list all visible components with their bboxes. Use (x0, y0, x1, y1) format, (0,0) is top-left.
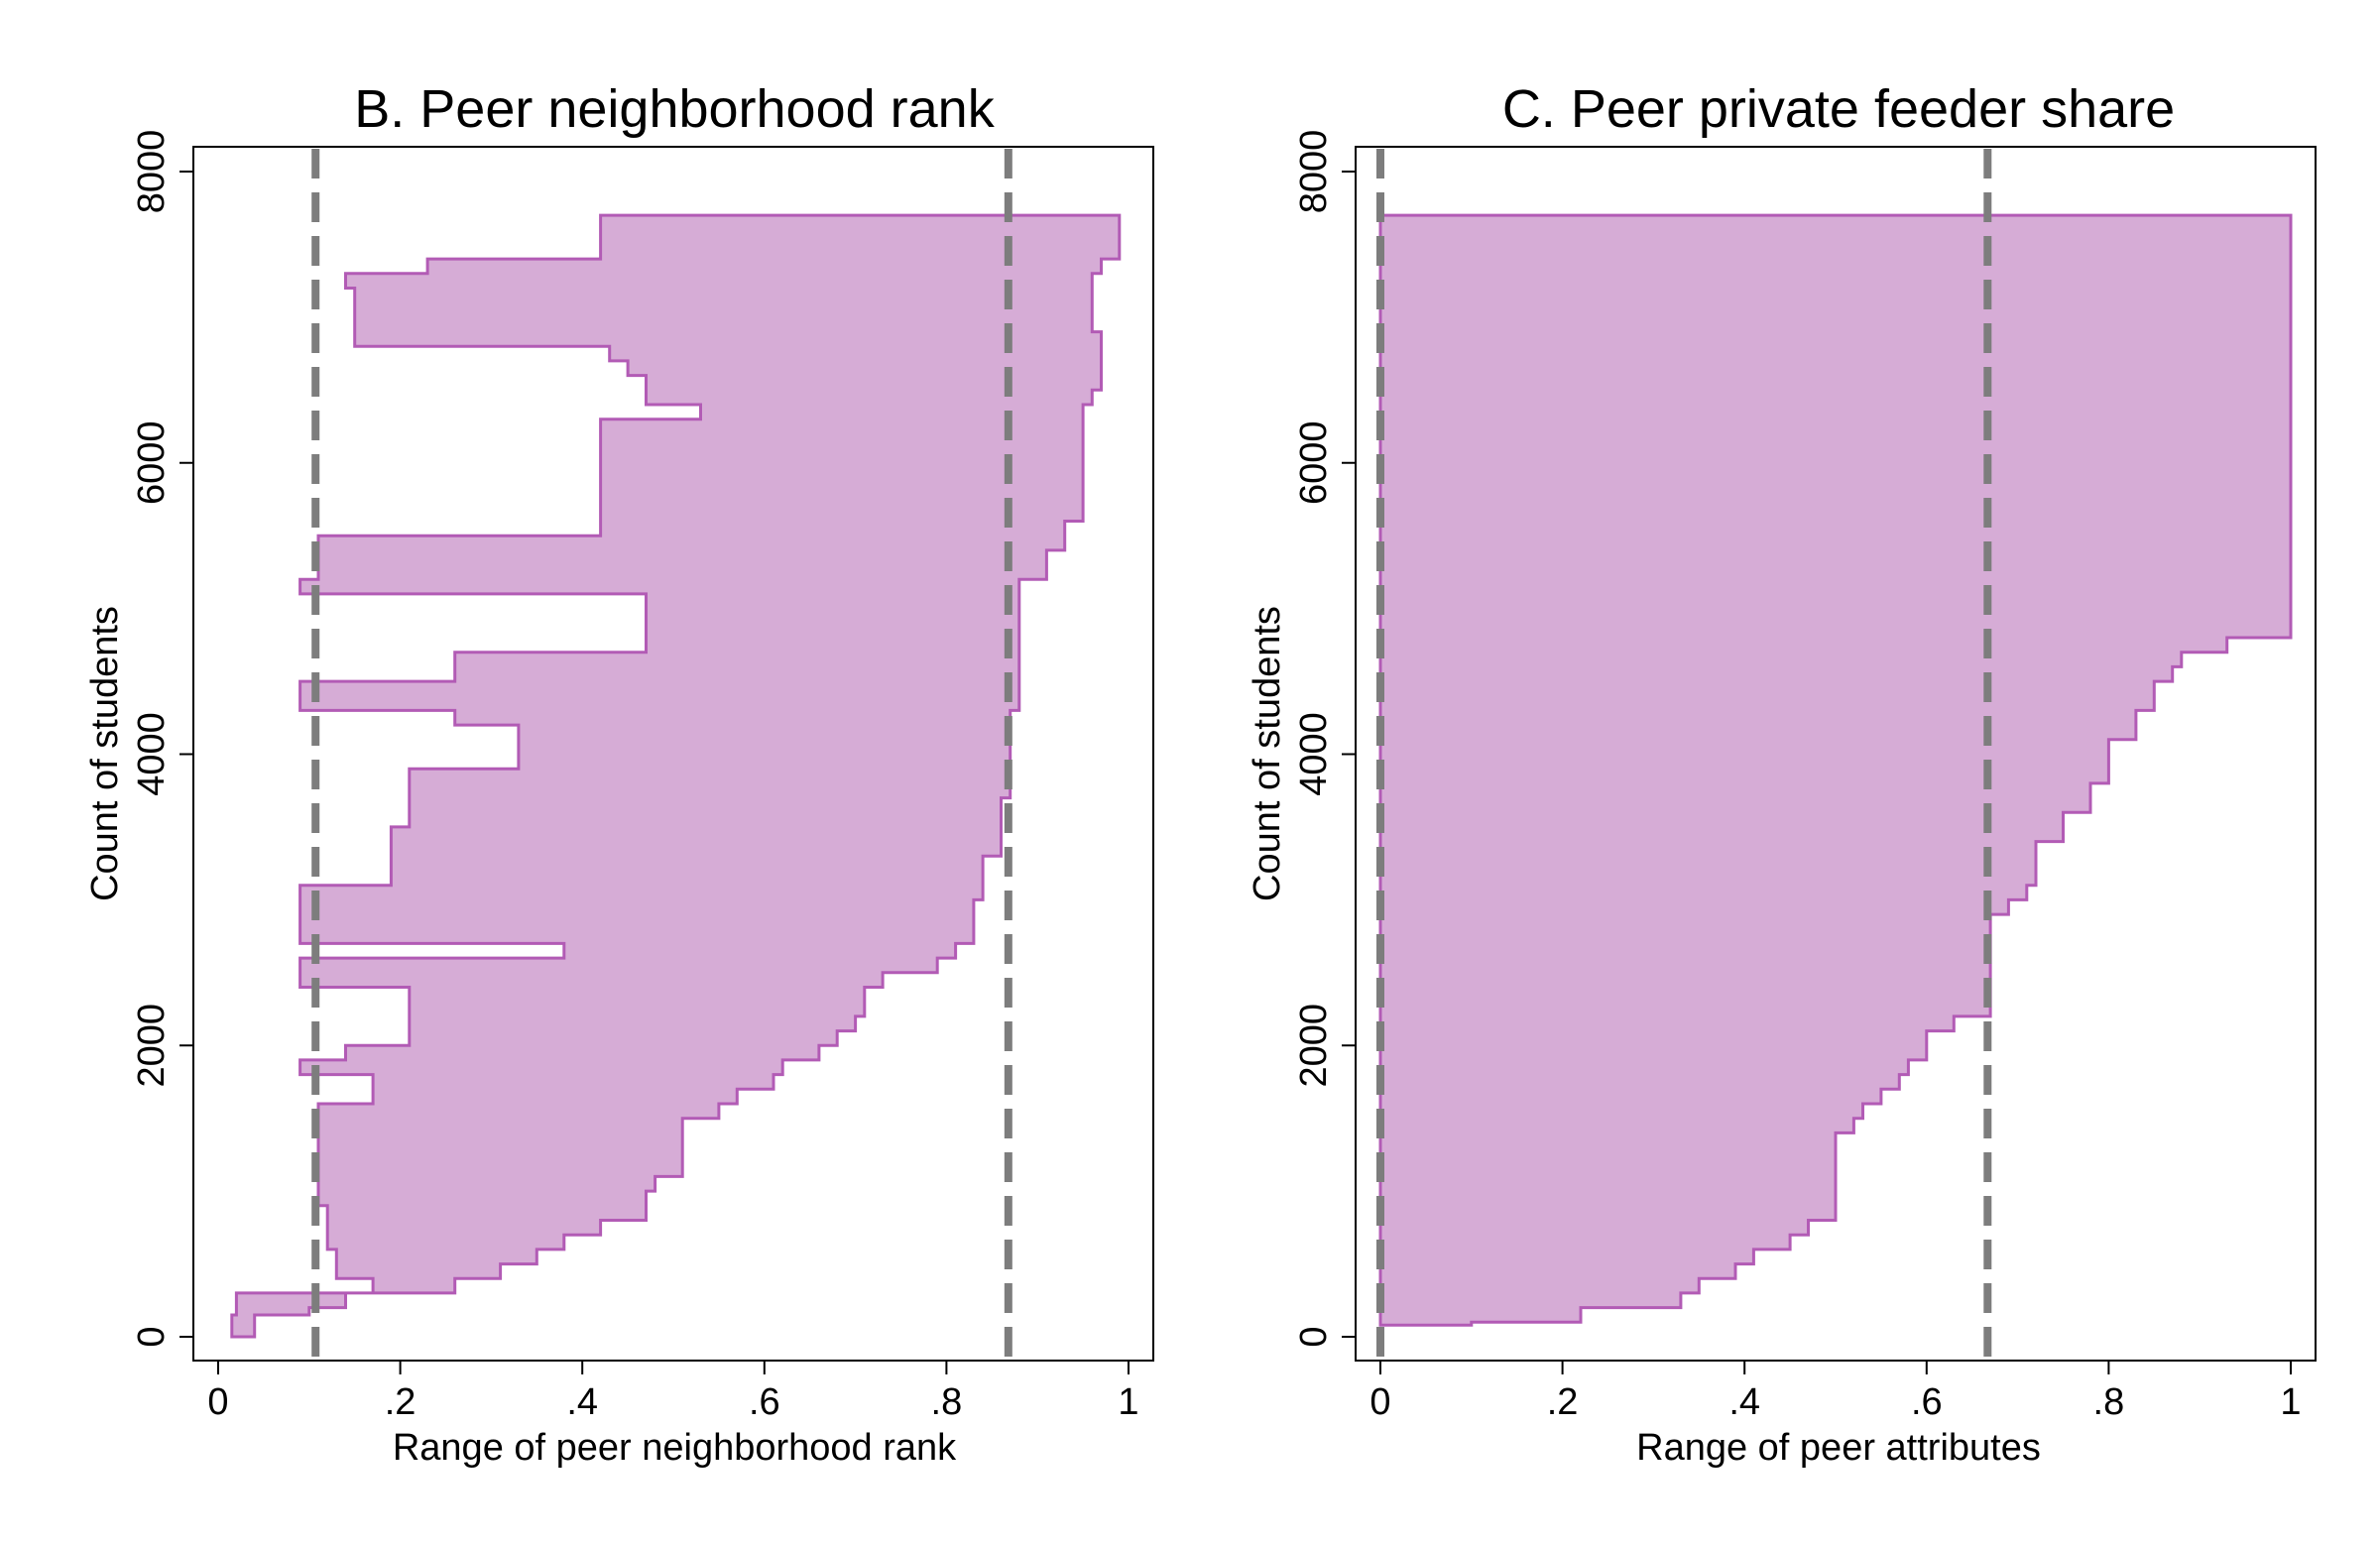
panel-peer-private-feeder-share: C. Peer private feeder share Range of pe… (1247, 79, 2317, 1469)
x-tick-label: .8 (931, 1381, 963, 1423)
panel-peer-neighborhood-rank: B. Peer neighborhood rank Range of peer … (84, 79, 1154, 1469)
y-tick-label: 6000 (131, 420, 173, 505)
y-tick-label: 2000 (1293, 1004, 1335, 1088)
x-tick-label: .4 (1728, 1381, 1760, 1423)
x-tick-label: .4 (566, 1381, 598, 1423)
x-tick-label: 0 (207, 1381, 228, 1423)
y-tick-label: 0 (131, 1326, 173, 1347)
y-tick-label: 8000 (131, 130, 173, 214)
y-axis-label: Count of students (1247, 606, 1288, 901)
x-axis-label: Range of peer neighborhood rank (393, 1427, 957, 1469)
y-tick-label: 2000 (131, 1004, 173, 1088)
panel-title: B. Peer neighborhood rank (354, 79, 995, 139)
y-tick-label: 8000 (1293, 130, 1335, 214)
y-tick-label: 6000 (1293, 420, 1335, 505)
peer-range-band (1378, 213, 2293, 1327)
x-tick-label: 1 (2280, 1381, 2301, 1423)
x-tick-label: .2 (1547, 1381, 1579, 1423)
x-tick-label: .6 (749, 1381, 780, 1423)
y-tick-label: 4000 (131, 712, 173, 796)
x-axis-label: Range of peer attributes (1636, 1427, 2041, 1469)
y-tick-label: 4000 (1293, 712, 1335, 796)
x-tick-label: .8 (2093, 1381, 2125, 1423)
y-tick-label: 0 (1293, 1326, 1335, 1347)
x-tick-label: 0 (1369, 1381, 1390, 1423)
y-axis-label: Count of students (84, 606, 126, 901)
peer-range-band (230, 213, 1122, 1339)
x-tick-label: 1 (1118, 1381, 1138, 1423)
x-tick-label: .2 (385, 1381, 416, 1423)
x-tick-label: .6 (1911, 1381, 1943, 1423)
panel-title: C. Peer private feeder share (1502, 79, 2175, 139)
